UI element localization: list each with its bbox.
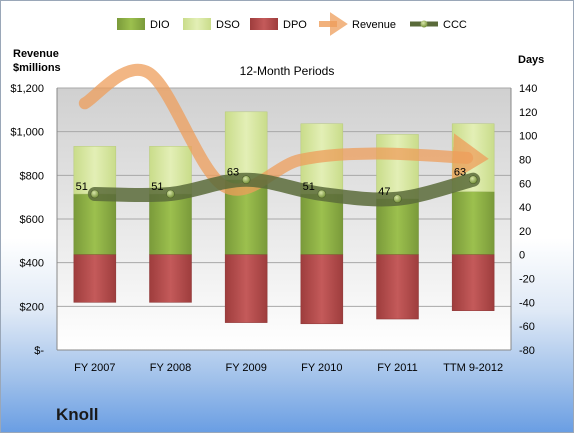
right-tick-label: -20 [519,274,535,286]
bar-dio [451,191,495,255]
bar-dso [73,146,117,195]
x-tick-label: FY 2009 [225,362,266,374]
ccc-point [317,189,327,199]
right-tick-label: 80 [519,154,531,166]
left-tick-label: $1,200 [10,83,44,95]
legend-label-dso: DSO [216,19,240,31]
legend-label-dpo: DPO [283,19,307,31]
legend-swatch-dpo [250,18,278,30]
right-tick-label: -60 [519,321,535,333]
bar-dso [376,134,419,200]
right-axis-ticks: -80 -60 -40 -20 0 20 40 60 80 100 120 140 [519,83,537,357]
revenue-line-group [78,64,489,196]
legend-label-ccc: CCC [443,19,467,31]
ccc-data-label: 51 [303,181,315,193]
right-tick-label: 40 [519,202,531,214]
right-tick-label: -40 [519,297,535,309]
legend-swatch-dso [183,18,211,30]
ccc-data-label: 51 [76,181,88,193]
bars [73,111,495,325]
ccc-data-label: 63 [454,167,466,179]
right-tick-label: 20 [519,226,531,238]
right-tick-label: 60 [519,178,531,190]
bar-dio [300,193,344,255]
ccc-point [241,175,251,184]
bar-dio [376,198,419,255]
x-tick-label: FY 2008 [150,362,191,374]
left-tick-label: $800 [20,170,44,182]
right-tick-label: 100 [519,131,537,143]
ccc-point [166,189,175,199]
bar-dpo [451,254,495,311]
company-name: Knoll [56,405,99,424]
x-axis-ticks: FY 2007 FY 2008 FY 2009 FY 2010 FY 2011 TTM 9… [74,362,503,374]
bar-dio [149,193,192,255]
bar-dio [73,193,117,255]
x-tick-label: FY 2011 [377,362,418,374]
left-tick-label: $600 [20,214,44,226]
ccc-point [468,175,478,184]
left-tick-label: $- [34,345,44,357]
right-tick-label: 0 [519,250,525,262]
legend: DIO DSO DPO Revenue CCC [117,12,467,36]
ccc-data-label: 47 [378,186,390,198]
revenue-line [78,64,489,196]
legend-label-dio: DIO [150,19,170,31]
ccc-data-label: 63 [227,167,239,179]
left-tick-label: $1,000 [10,127,44,139]
x-tick-label: FY 2007 [74,362,115,374]
chart-title: 12-Month Periods [240,64,335,78]
bar-dpo [73,254,117,303]
bar-dpo [149,254,192,303]
left-axis-ticks: $- $200 $400 $600 $800 $1,000 $1,200 [10,83,44,357]
left-tick-label: $200 [20,301,44,313]
right-tick-label: 140 [519,83,537,95]
right-axis-title: Days [518,54,544,66]
ccc-line-group: 51 51 63 51 47 63 [76,167,481,207]
ccc-line [87,172,481,207]
ccc-data-label: 51 [151,181,163,193]
left-axis-title-line2: $millions [13,62,61,74]
bar-dpo [224,254,268,323]
ccc-point [393,194,402,204]
right-tick-label: 120 [519,107,537,119]
left-axis-title-line1: Revenue [13,48,59,60]
x-tick-label: TTM 9-2012 [443,362,503,374]
ccc-point [90,189,100,199]
legend-swatch-dio [117,18,145,30]
left-tick-label: $400 [20,258,44,270]
bar-dpo [376,254,419,320]
x-tick-label: FY 2010 [301,362,342,374]
legend-swatch-ccc-dot [420,20,428,28]
bar-dpo [300,254,344,325]
right-tick-label: -80 [519,345,535,357]
legend-label-revenue: Revenue [352,19,396,31]
bar-dso [224,111,268,180]
